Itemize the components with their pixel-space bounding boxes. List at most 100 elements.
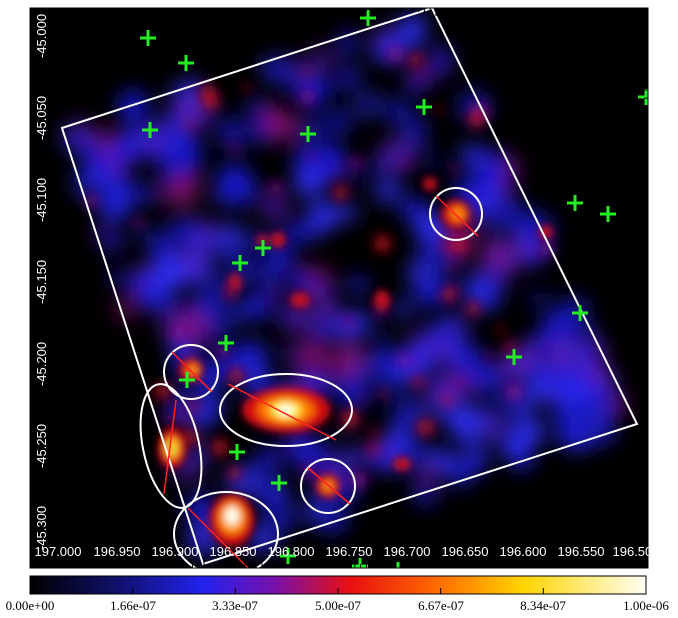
ra-tick-label: 197.000 (35, 544, 82, 559)
emission-blob (308, 153, 318, 162)
emission-blob (483, 245, 519, 281)
emission-blob (526, 375, 556, 404)
ra-tick-label: 196.650 (442, 544, 489, 559)
emission-blob (336, 201, 358, 223)
emission-blob (335, 374, 371, 410)
emission-blob (483, 353, 492, 362)
emission-blob (457, 373, 478, 394)
region-ellipse[interactable] (429, 187, 483, 241)
emission-blob (211, 439, 229, 456)
emission-blob (389, 101, 417, 129)
emission-blob (310, 288, 317, 295)
emission-blob (217, 345, 230, 358)
emission-blob (139, 126, 168, 155)
emission-blob (354, 91, 381, 118)
emission-blob (442, 395, 453, 406)
emission-blob (341, 43, 354, 57)
emission-blob (302, 499, 325, 523)
emission-blob (303, 70, 311, 78)
emission-blob (104, 201, 125, 222)
emission-blob (464, 275, 490, 301)
ra-tick-label: 196.550 (558, 544, 605, 559)
emission-blob (584, 384, 620, 419)
emission-blob (400, 13, 428, 41)
plus-marker-icon (600, 206, 616, 222)
plus-marker-icon (178, 55, 194, 71)
emission-blob (379, 137, 415, 174)
bright-sources (158, 177, 553, 546)
source-blob (228, 273, 242, 291)
emission-blob (310, 320, 332, 342)
field-outline (60, 8, 639, 566)
region-line (307, 467, 351, 505)
emission-blob (499, 352, 528, 381)
plot-frame (29, 7, 649, 569)
emission-blob (267, 286, 283, 303)
emission-blob (373, 235, 391, 253)
emission-blob (181, 156, 201, 176)
plus-marker-icon (142, 122, 158, 138)
plus-marker-icon (255, 240, 271, 256)
emission-blob (168, 216, 201, 248)
emission-blob (334, 71, 351, 87)
plus-marker-icon (179, 372, 195, 388)
emission-blob (315, 279, 336, 300)
emission-blob (172, 325, 186, 339)
emission-blob (328, 109, 352, 133)
emission-blob (316, 297, 333, 315)
dec-tick-label: -45.000 (34, 14, 49, 58)
emission-blob (551, 395, 575, 419)
emission-blob (411, 63, 429, 81)
emission-blob (455, 378, 464, 387)
colorbar-label: 8.34e-07 (520, 598, 566, 613)
emission-blob (285, 79, 301, 96)
emission-blob (228, 466, 242, 480)
emission-blob (174, 94, 210, 130)
plus-marker-icon (360, 10, 376, 26)
emission-blob (299, 438, 333, 472)
emission-blob (72, 170, 102, 199)
emission-blob (496, 325, 504, 334)
emission-blob (412, 375, 424, 387)
emission-blob (269, 112, 299, 142)
emission-blob (450, 237, 467, 254)
emission-blob (227, 137, 235, 144)
source-blob (423, 177, 437, 191)
emission-blob (387, 46, 404, 63)
source-blob (451, 207, 465, 221)
ra-tick-label: 196.600 (500, 544, 547, 559)
ra-tick-label: 196.800 (268, 544, 315, 559)
emission-blob (409, 53, 422, 66)
emission-blob (473, 167, 501, 196)
emission-blob (512, 213, 538, 239)
emission-blob (561, 378, 582, 400)
emission-blob (296, 172, 320, 195)
plus-marker-icon (396, 562, 400, 568)
region-ellipse[interactable] (300, 458, 356, 514)
emission-blob (304, 218, 322, 236)
ra-axis-labels: 197.000 196.950 196.900 196.850 196.800 … (35, 544, 660, 559)
emission-blob (248, 524, 277, 553)
region-line (435, 195, 479, 237)
plus-marker-icon (229, 444, 245, 460)
emission-blob (283, 347, 299, 362)
emission-blob (219, 246, 239, 266)
dec-tick-label: -45.050 (34, 96, 49, 140)
plus-marker-icon (280, 548, 296, 564)
emission-blob (154, 383, 170, 399)
emission-blob (429, 62, 445, 78)
region-ellipse[interactable] (163, 344, 219, 400)
emission-blob (379, 390, 387, 398)
emission-blob (424, 382, 447, 406)
emission-blob (467, 109, 486, 128)
axis-ticks (29, 7, 648, 568)
emission-blob (182, 429, 199, 446)
emission-blob (370, 349, 397, 376)
region-ellipse[interactable] (173, 491, 279, 576)
emission-blob (110, 270, 126, 286)
region-ellipse[interactable] (219, 373, 353, 447)
emission-blob (99, 178, 121, 200)
emission-blob (370, 428, 378, 436)
emission-blob (333, 185, 348, 200)
emission-blob (376, 334, 389, 347)
